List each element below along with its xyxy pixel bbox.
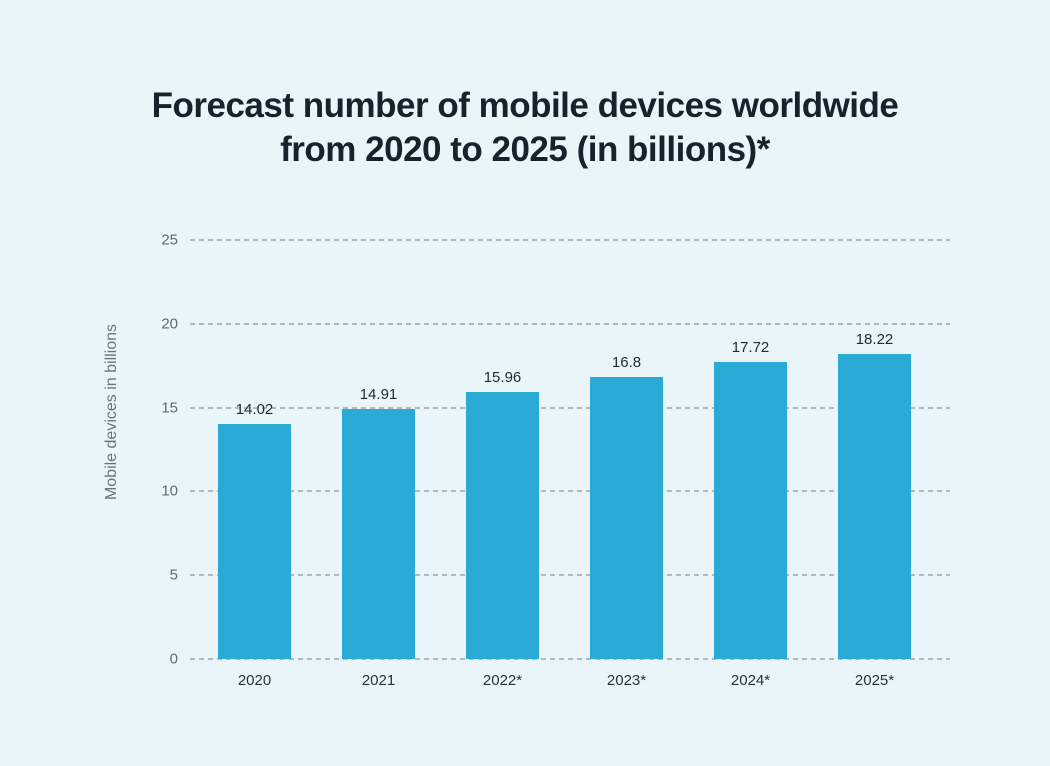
bar-value-label: 14.02	[235, 401, 274, 418]
bar-2022: 15.96 2022*	[466, 369, 539, 689]
bar-2023: 16.8 2023*	[590, 354, 663, 689]
gridline-y0	[190, 658, 950, 660]
gridline-y15	[190, 406, 950, 409]
bar-2021: 14.91 2021	[342, 386, 415, 689]
bar-value-label: 14.91	[359, 386, 398, 404]
x-category-label: 2024*	[730, 672, 771, 689]
y-tick-label-15: 15	[161, 399, 178, 417]
x-category-label: 2022*	[482, 672, 523, 689]
bar-2020: 14.02 2020	[218, 401, 291, 689]
chart-title: Forecast number of mobile devices worldw…	[0, 84, 1050, 172]
chart-title-line-2: from 2020 to 2025 (in billions)*	[280, 130, 770, 169]
plot-area: 0 5 10 15 20 25 14.02 2020 14.91 2021 15.96 2022* 16…	[161, 232, 950, 689]
chart-title-line-1: Forecast number of mobile devices worldw…	[151, 86, 899, 125]
bar-value-label: 16.8	[611, 354, 642, 372]
x-category-label: 2023*	[606, 672, 647, 689]
x-category-label: 2021	[361, 672, 396, 689]
gridline-y10	[190, 490, 950, 493]
y-tick-label-25: 25	[161, 231, 178, 249]
gridline-y5	[190, 574, 950, 577]
x-category-label: 2025*	[854, 672, 895, 689]
x-category-label: 2020	[237, 672, 272, 689]
y-tick-label-20: 20	[161, 315, 178, 333]
bar-value-label: 18.22	[855, 330, 894, 348]
y-axis-title-text: Mobile devices in billions	[103, 323, 120, 501]
y-tick-label-10: 10	[161, 482, 178, 500]
y-tick-label-5: 5	[169, 566, 178, 584]
bar-value-label: 17.72	[731, 339, 770, 356]
bar-2025: 18.22 2025*	[838, 331, 911, 689]
bar-2024: 17.72 2024*	[714, 339, 787, 689]
gridline-y25	[190, 239, 950, 241]
bar-value-label: 15.96	[483, 368, 522, 386]
gridline-y20	[190, 322, 950, 325]
y-tick-label-0: 0	[169, 650, 178, 668]
